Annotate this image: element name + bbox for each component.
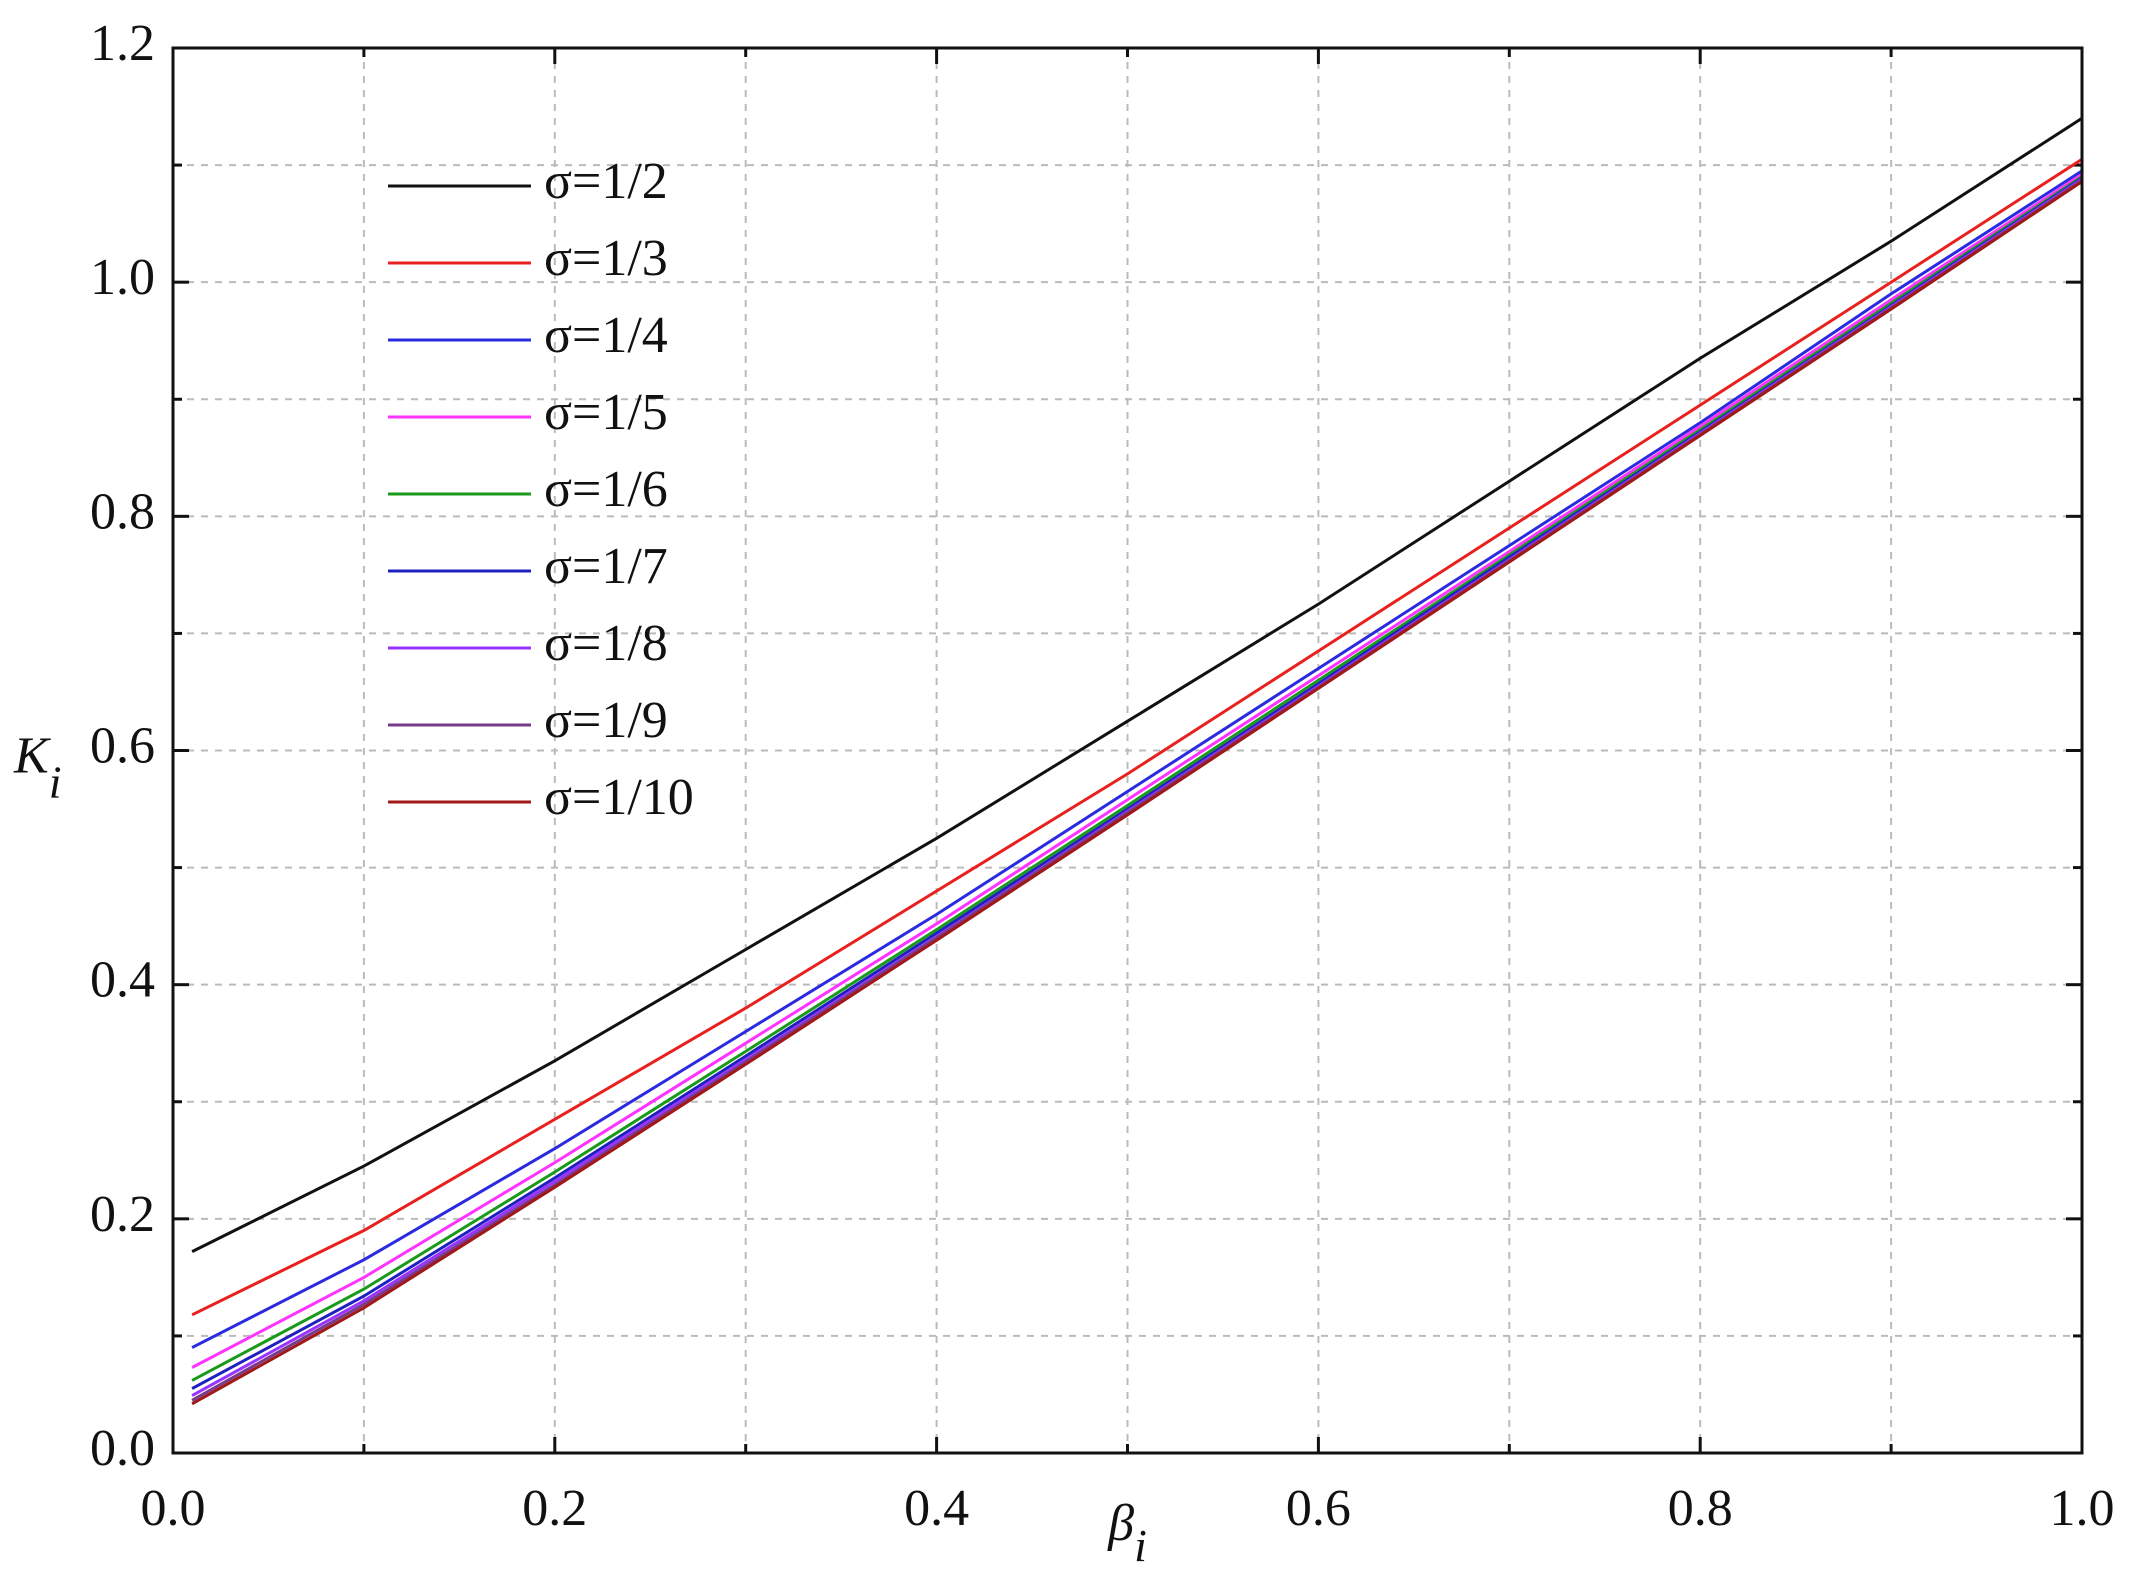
y-tick-label: 0.6 — [90, 717, 155, 774]
series-line — [191, 175, 2083, 1382]
legend-label: σ=1/10 — [544, 769, 694, 826]
legend-label: σ=1/7 — [544, 538, 668, 595]
x-tick-label: 0.0 — [141, 1480, 206, 1537]
x-tick-label: 1.0 — [2050, 1480, 2115, 1537]
legend-label: σ=1/5 — [544, 384, 668, 441]
plot-frame — [171, 46, 2084, 1455]
y-tick-label: 0.2 — [90, 1186, 155, 1243]
series-line — [191, 180, 2083, 1406]
y-tick-label: 0.0 — [90, 1420, 155, 1477]
series-line — [191, 169, 2083, 1349]
series-line — [191, 157, 2083, 1317]
y-tick-label: 0.4 — [90, 952, 155, 1009]
series-line — [191, 117, 2083, 1253]
y-tick-label: 0.8 — [90, 483, 155, 540]
x-axis-label-text: β — [1107, 1495, 1134, 1552]
y-tick-label: 1.2 — [90, 15, 155, 72]
legend-label: σ=1/9 — [544, 692, 668, 749]
x-axis-label: βi — [1107, 1495, 1147, 1571]
legend-label: σ=1/4 — [544, 307, 668, 364]
x-tick-label: 0.2 — [522, 1480, 587, 1537]
y-axis-label: Ki — [13, 727, 61, 807]
y-tick-label: 1.0 — [90, 249, 155, 306]
series-line — [191, 173, 2083, 1369]
x-tick-label: 0.6 — [1286, 1480, 1351, 1537]
legend-label: σ=1/6 — [544, 461, 668, 518]
legend-label: σ=1/3 — [544, 230, 668, 287]
x-axis-label-sub: i — [1134, 1520, 1147, 1571]
y-axis-label-text: K — [13, 727, 51, 784]
legend-label: σ=1/8 — [544, 615, 668, 672]
y-axis-label-sub: i — [49, 756, 62, 807]
legend-label: σ=1/2 — [544, 153, 668, 210]
x-tick-label: 0.4 — [904, 1480, 969, 1537]
x-tick-label: 0.8 — [1668, 1480, 1733, 1537]
